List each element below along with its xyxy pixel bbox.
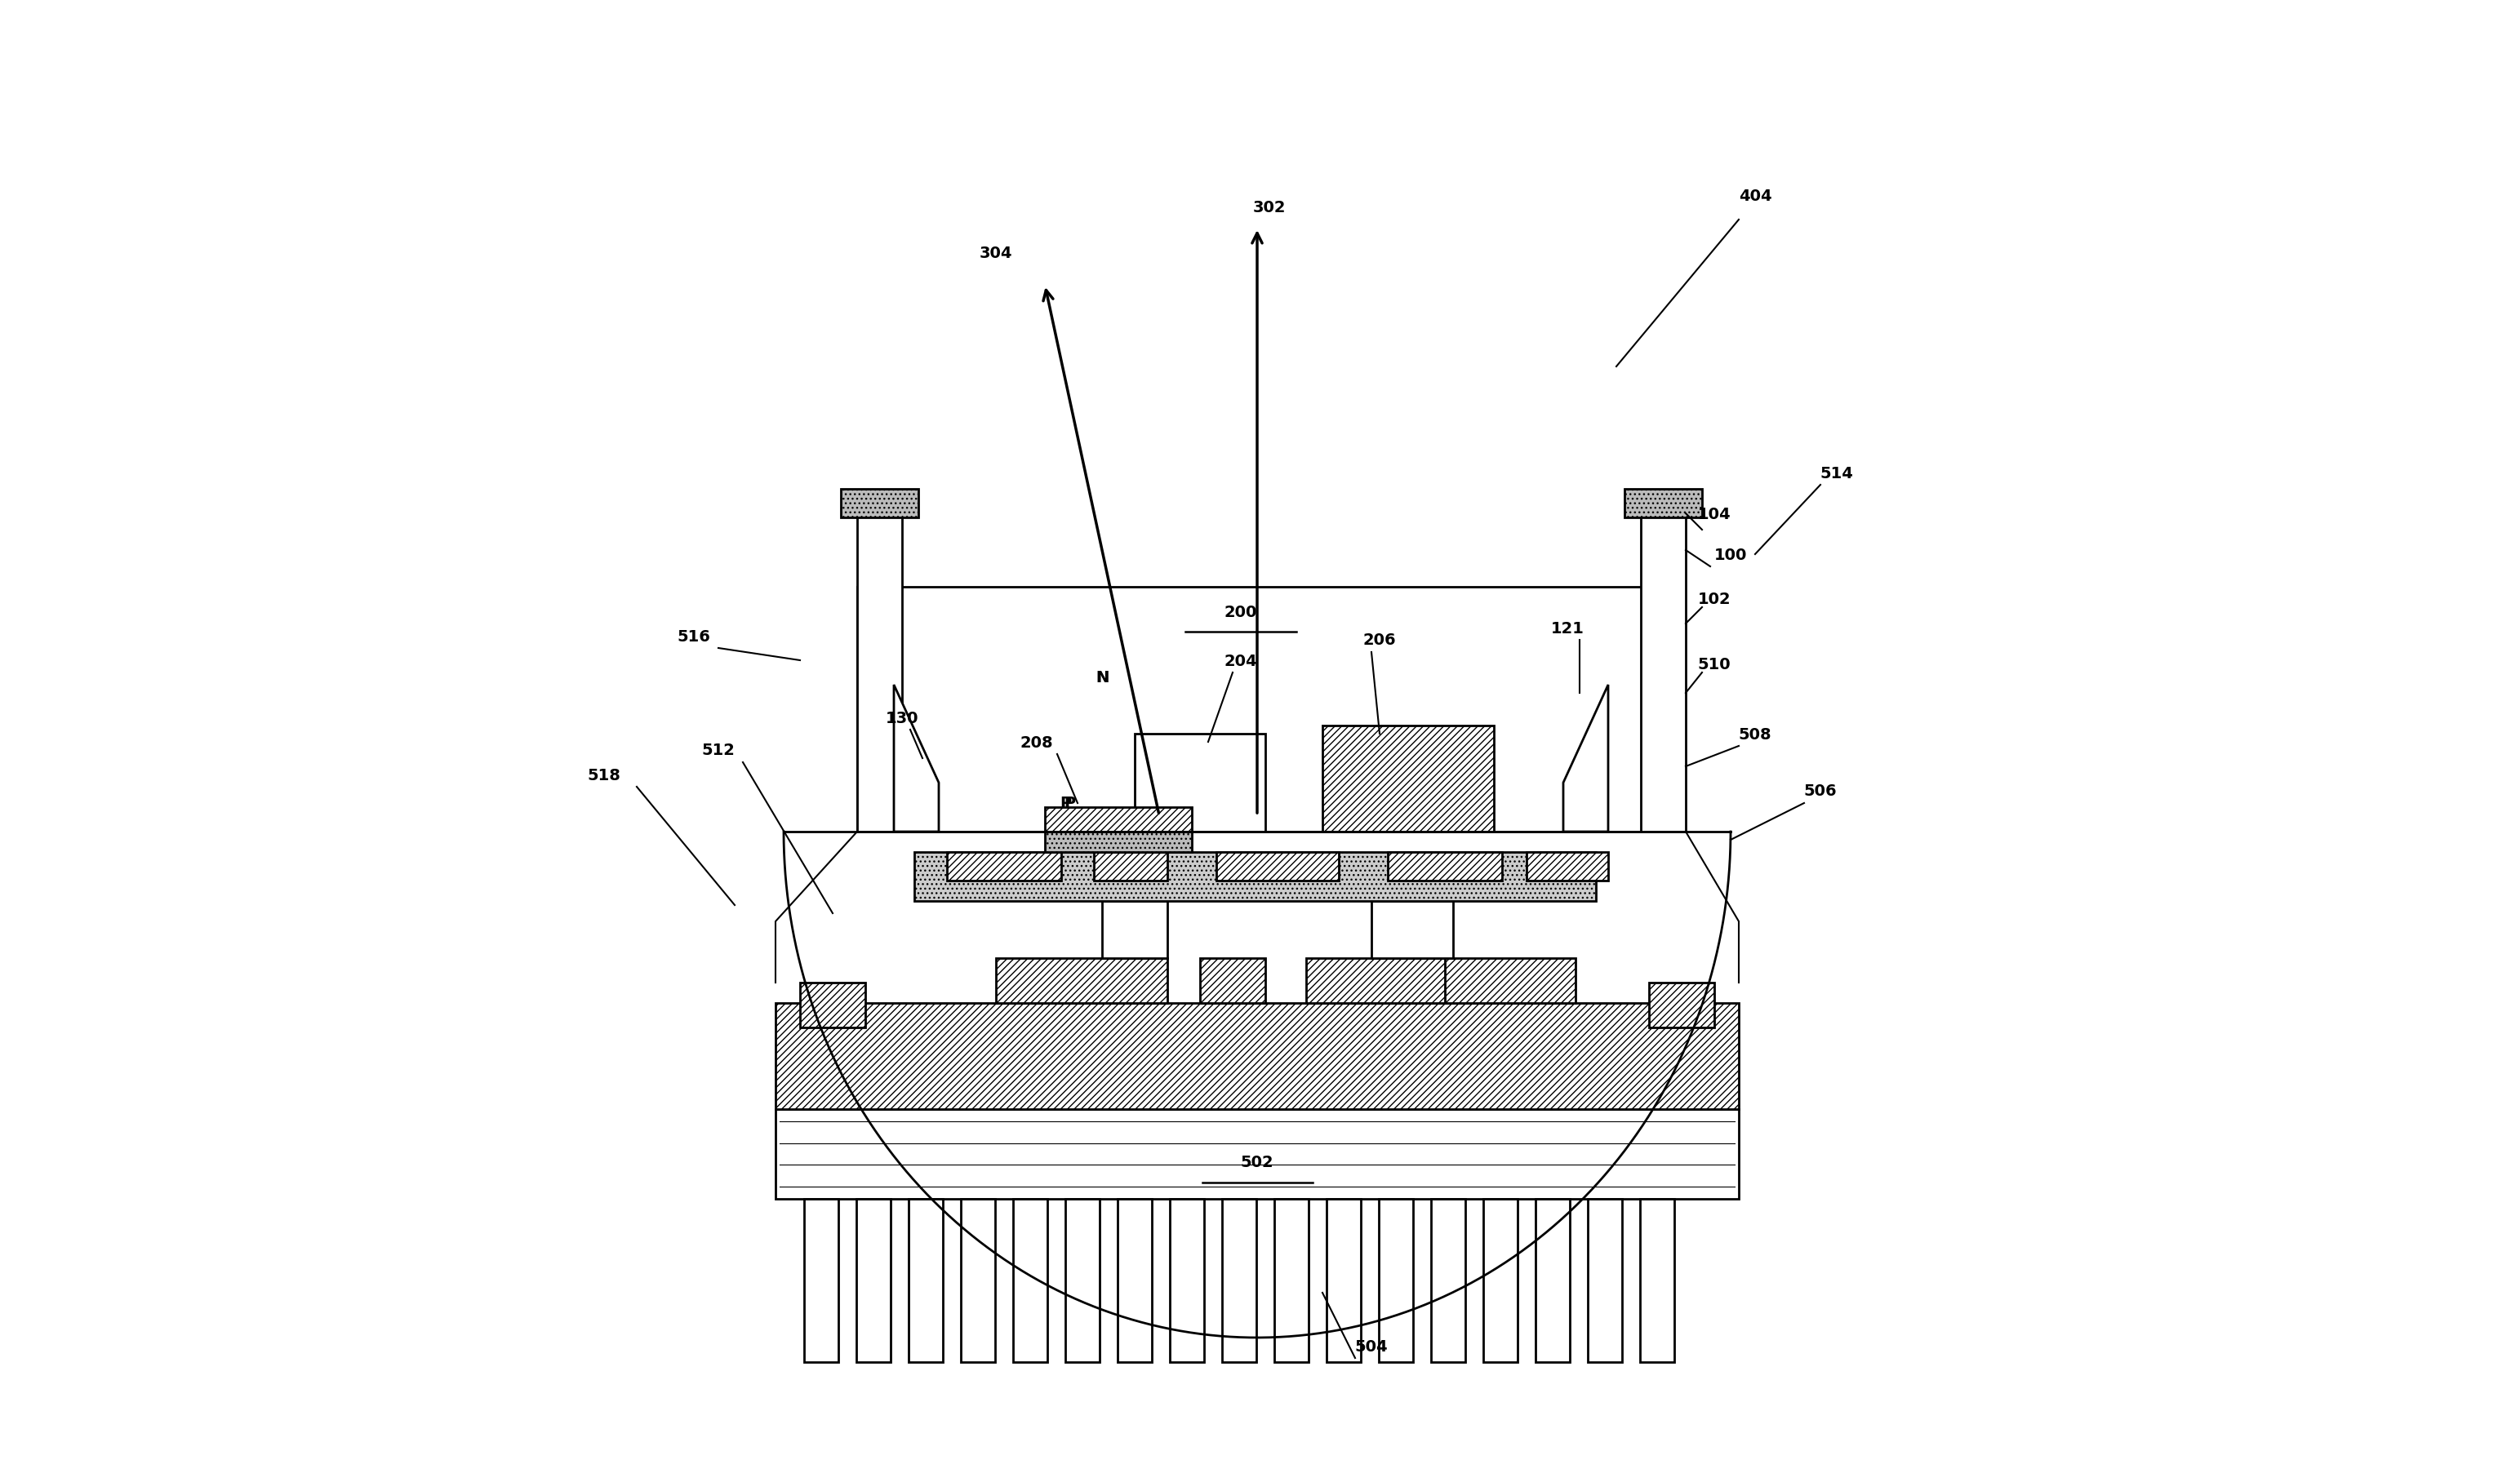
Text: P: P (1063, 796, 1076, 812)
Bar (1046, 832, 1192, 853)
Text: 100: 100 (1714, 548, 1746, 562)
Bar (1305, 958, 1454, 1003)
Text: 302: 302 (1252, 200, 1285, 216)
Text: N: N (1096, 669, 1109, 685)
Bar (1217, 853, 1338, 880)
Bar (1588, 1199, 1623, 1362)
Text: 512: 512 (701, 743, 736, 758)
Bar (1641, 1199, 1673, 1362)
Text: 130: 130 (885, 710, 920, 726)
Bar (1389, 853, 1502, 880)
Bar (1648, 983, 1714, 1028)
Bar (1641, 505, 1686, 832)
Bar (1094, 853, 1167, 880)
Bar (1116, 1199, 1152, 1362)
Text: 504: 504 (1356, 1337, 1389, 1353)
Bar (1326, 1199, 1361, 1362)
Bar (1169, 1199, 1205, 1362)
Bar (948, 853, 1061, 880)
Bar (857, 505, 902, 832)
Text: 208: 208 (1021, 734, 1053, 750)
Text: 104: 104 (1698, 507, 1731, 521)
Bar (960, 1199, 995, 1362)
Text: 200: 200 (1225, 604, 1257, 619)
Bar (1066, 1199, 1099, 1362)
Bar (1323, 726, 1494, 832)
Bar (799, 983, 864, 1028)
Bar (1200, 958, 1265, 1003)
Text: 516: 516 (678, 628, 711, 644)
Bar (1013, 1199, 1048, 1362)
Text: 514: 514 (1819, 466, 1852, 480)
Text: 304: 304 (980, 245, 1013, 260)
Bar (857, 1199, 890, 1362)
Bar (1625, 489, 1701, 518)
Text: 206: 206 (1363, 632, 1396, 648)
Bar (1444, 958, 1575, 1003)
Text: 404: 404 (1739, 188, 1772, 203)
Bar (857, 587, 1658, 832)
Bar (1378, 1199, 1414, 1362)
Polygon shape (1562, 685, 1608, 832)
Bar (1371, 901, 1454, 958)
Bar (776, 1110, 1739, 1199)
Bar (995, 958, 1167, 1003)
Text: N: N (1096, 669, 1109, 685)
Text: 121: 121 (1550, 620, 1585, 635)
Polygon shape (895, 685, 940, 832)
Bar (804, 1199, 839, 1362)
Bar (910, 1199, 942, 1362)
Text: 506: 506 (1804, 784, 1837, 799)
Text: 102: 102 (1698, 591, 1731, 607)
Bar (1046, 807, 1192, 832)
Bar (1431, 1199, 1464, 1362)
Bar (1535, 1199, 1570, 1362)
Bar (842, 489, 917, 518)
Bar (1101, 901, 1167, 958)
Text: 510: 510 (1698, 657, 1731, 673)
Text: 204: 204 (1225, 653, 1257, 669)
Text: 518: 518 (587, 766, 620, 783)
Bar (776, 1003, 1739, 1110)
Bar (1275, 1199, 1308, 1362)
Bar (915, 853, 1595, 901)
Text: 508: 508 (1739, 726, 1772, 742)
Bar (1484, 1199, 1517, 1362)
Bar (1134, 734, 1265, 832)
Bar (1527, 853, 1608, 880)
Text: P: P (1058, 796, 1071, 812)
Text: 502: 502 (1240, 1155, 1273, 1169)
Bar (1222, 1199, 1257, 1362)
